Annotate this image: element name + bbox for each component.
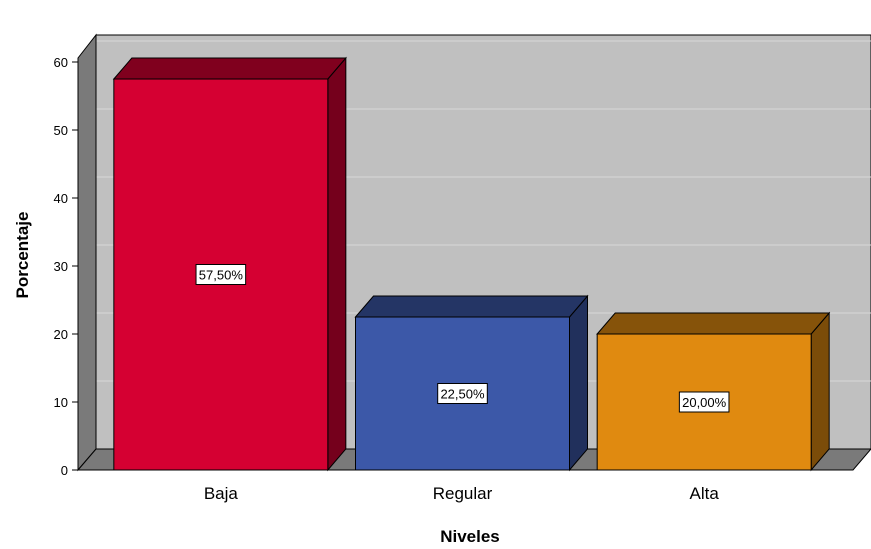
x-axis-label: Niveles <box>440 527 500 544</box>
y-tick-label: 0 <box>61 463 68 478</box>
bar-side <box>810 311 830 472</box>
data-label-box <box>437 383 488 404</box>
x-axis-ticks: Baja Regular Alta <box>204 484 720 503</box>
bars: 57,50% 22,50% 20,00% <box>112 56 831 472</box>
bar-baja: 57,50% <box>112 56 347 472</box>
bar-top <box>112 57 347 80</box>
y-tick-label: 20 <box>54 327 68 342</box>
data-label-box <box>678 391 730 413</box>
x-tick-label: Alta <box>690 484 720 503</box>
y-tick-label: 50 <box>54 123 68 138</box>
x-tick-label: Baja <box>204 484 239 503</box>
bar-side <box>569 294 588 472</box>
y-tick-label: 40 <box>54 191 68 206</box>
x-tick-label: Regular <box>433 484 493 503</box>
y-tick-label: 60 <box>54 55 68 70</box>
y-tick-label: 10 <box>54 395 68 410</box>
side-wall <box>77 33 97 472</box>
bar-alta: 20,00% <box>596 311 831 472</box>
bar-top <box>354 295 589 318</box>
y-tick-label: 30 <box>54 259 68 274</box>
bar-regular: 22,50% <box>354 294 589 472</box>
bar-top <box>596 312 831 335</box>
data-label: 20,00% <box>682 395 727 410</box>
data-label-box <box>195 264 247 285</box>
data-label: 57,50% <box>199 268 244 283</box>
y-axis-label: Porcentaje <box>13 212 32 299</box>
bar-side <box>327 56 347 472</box>
y-axis-ticks: 0 10 20 30 40 50 60 <box>54 55 78 478</box>
data-label: 22,50% <box>440 387 485 402</box>
